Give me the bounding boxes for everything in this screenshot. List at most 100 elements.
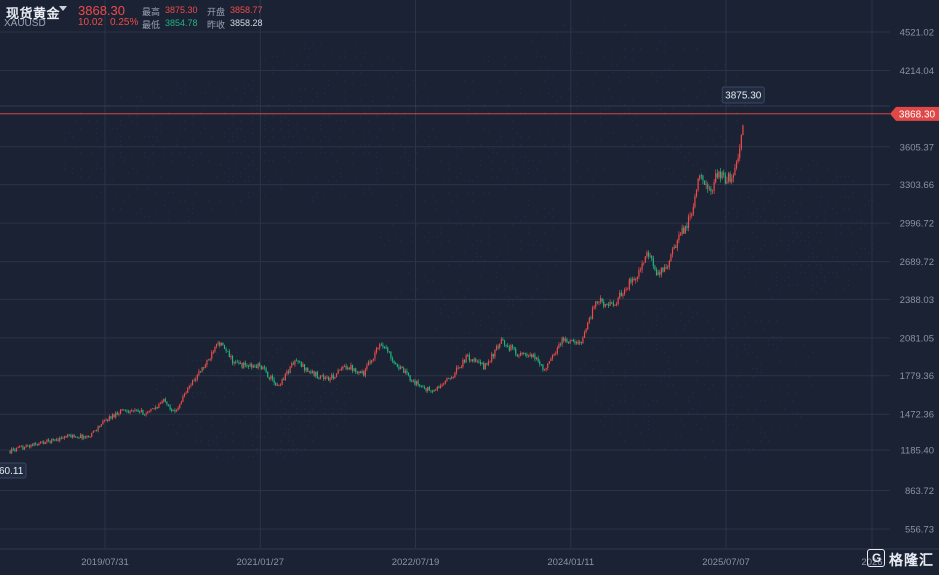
x-tick-label: 2021/01/27 — [236, 557, 284, 568]
candle-body — [545, 368, 547, 370]
candle-body — [679, 234, 682, 236]
candle-body — [255, 366, 258, 369]
candle-body — [382, 345, 384, 348]
last-price: 3868.30 — [78, 3, 125, 18]
candle-body — [332, 374, 334, 379]
candle-body — [713, 182, 715, 191]
candle-body — [628, 279, 630, 289]
candle-body — [367, 361, 370, 366]
candle-body — [441, 384, 443, 386]
candle-body — [511, 345, 514, 348]
candle-body — [316, 371, 318, 378]
logo-mark-icon: G — [867, 549, 885, 567]
candle-body — [244, 362, 246, 365]
candle-body — [22, 446, 24, 450]
candle-body — [521, 353, 523, 354]
candle-body — [411, 380, 413, 382]
max-label-box — [721, 86, 765, 104]
y-tick-label: 556.73 — [905, 525, 934, 536]
candle-body — [39, 442, 42, 444]
candle-body — [201, 367, 203, 372]
candle-body — [155, 407, 157, 410]
candle-body — [199, 371, 202, 372]
candle-body — [412, 380, 414, 382]
candle-body — [651, 255, 653, 259]
candle-body — [265, 368, 267, 373]
candle-body — [372, 358, 374, 361]
candle-body — [159, 403, 162, 405]
candle-body — [103, 420, 106, 421]
candle-body — [161, 401, 163, 404]
min-price-label: 60.11 — [0, 466, 24, 477]
candle-body — [513, 347, 515, 349]
candle-body — [83, 436, 85, 439]
candle-body — [726, 181, 728, 184]
y-tick-label: 2081.05 — [900, 333, 934, 344]
candle-body — [406, 370, 408, 373]
candle-body — [667, 266, 669, 269]
candle-body — [57, 439, 59, 441]
candle-body — [401, 366, 403, 369]
candle-body — [247, 366, 250, 367]
candle-body — [86, 435, 88, 438]
candle-body — [169, 405, 171, 410]
y-tick-label: 2996.72 — [900, 219, 934, 230]
chevron-down-icon[interactable] — [59, 6, 67, 11]
candle-body — [582, 337, 584, 343]
candle-body — [649, 255, 651, 257]
candle-body — [35, 442, 37, 445]
candle-body — [585, 329, 587, 333]
candle-body — [65, 436, 67, 438]
candle-body — [393, 360, 395, 364]
candle-body — [278, 384, 280, 386]
candle-body — [508, 347, 510, 351]
candle-body — [641, 263, 643, 270]
candle-body — [569, 340, 571, 344]
candle-body — [207, 359, 210, 361]
candle-body — [124, 409, 126, 411]
candle-body — [31, 444, 34, 446]
current-price-tag — [890, 106, 939, 121]
candle-body — [375, 347, 378, 353]
candle-body — [215, 343, 218, 347]
candle-body — [196, 374, 198, 380]
candle-body — [659, 272, 661, 275]
candle-body — [652, 258, 654, 267]
candle-body — [537, 357, 539, 362]
candle-body — [379, 344, 381, 348]
candle-body — [387, 347, 389, 352]
y-tick-label: 863.72 — [905, 486, 934, 497]
candle-body — [676, 240, 678, 248]
candle-body — [604, 304, 606, 307]
candle-body — [143, 414, 146, 416]
candle-body — [739, 148, 741, 158]
candle-body — [19, 446, 21, 448]
low-value: 3854.78 — [165, 18, 198, 28]
candle-body — [311, 371, 314, 374]
candle-body — [17, 447, 19, 449]
y-tick-label: 2388.03 — [900, 295, 934, 306]
candle-body — [660, 267, 662, 275]
candle-body — [468, 354, 470, 361]
candle-body — [601, 298, 603, 302]
candle-body — [313, 371, 315, 376]
candle-body — [463, 359, 466, 363]
candle-body — [553, 354, 555, 355]
candle-body — [603, 301, 605, 307]
candle-body — [262, 367, 264, 370]
candle-body — [343, 366, 346, 367]
instrument-name[interactable]: 现货黄金 — [6, 6, 61, 21]
candle-body — [67, 434, 69, 438]
candle-body — [54, 439, 56, 441]
candle-body — [151, 408, 154, 410]
candle-body — [577, 341, 579, 344]
high-label: 最高 — [142, 7, 161, 17]
candle-body — [108, 416, 110, 421]
candle-body — [127, 411, 130, 413]
candle-body — [233, 361, 235, 364]
candle-body — [331, 374, 333, 379]
price-change-pct: 0.25% — [110, 17, 139, 28]
candle-body — [334, 376, 336, 379]
candle-body — [510, 345, 512, 351]
